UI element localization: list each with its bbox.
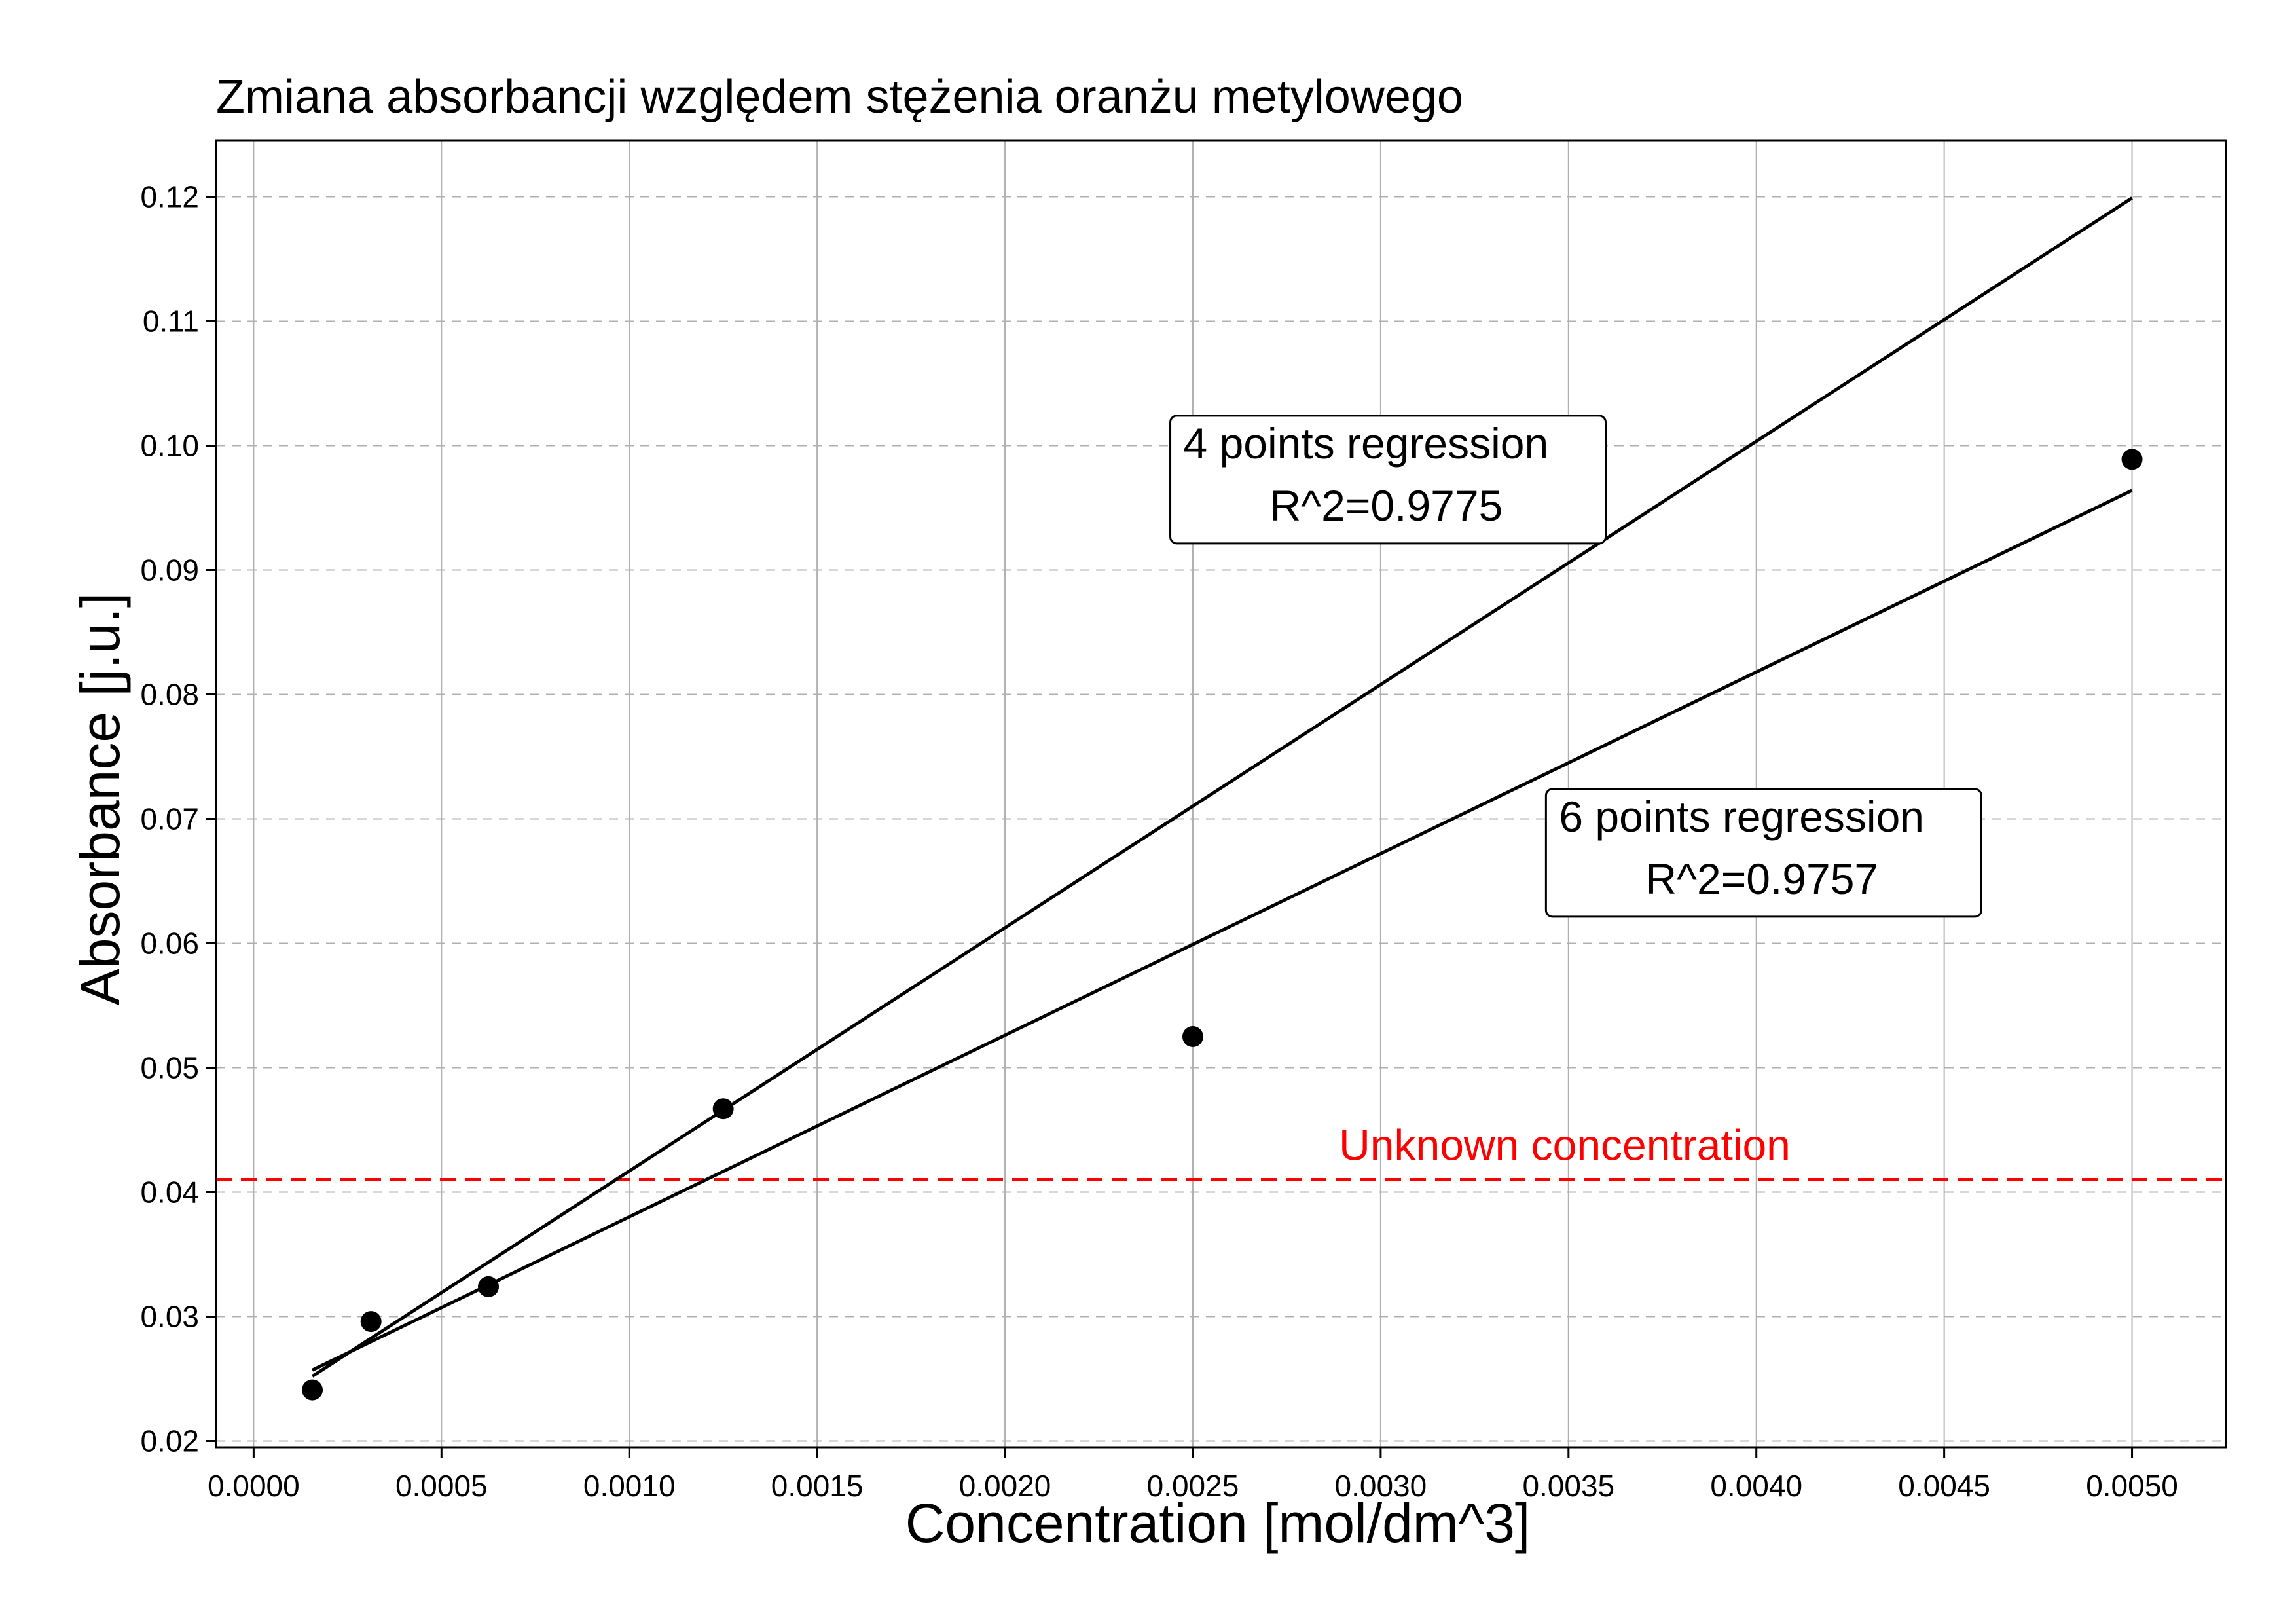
annotation-box: 6 points regression R^2=0.9757 (1544, 788, 1982, 918)
x-tick-label: 0.0030 (1335, 1469, 1427, 1503)
y-tick-label: 0.06 (140, 927, 199, 961)
unknown-concentration-label: Unknown concentration (1339, 1121, 1791, 1170)
data-point (478, 1276, 500, 1297)
x-axis: 0.0000 0.0005 0.0010 0.0015 0.0020 0.0025 0.00… (208, 1447, 2178, 1503)
y-tick-label: 0.05 (140, 1051, 199, 1085)
data-points (302, 449, 2143, 1401)
annotation-title: 6 points regression (1559, 792, 1924, 841)
x-tick-label: 0.0015 (771, 1469, 864, 1503)
y-tick-label: 0.10 (140, 429, 199, 463)
x-tick-label: 0.0045 (1898, 1469, 1990, 1503)
x-tick-label: 0.0035 (1522, 1469, 1614, 1503)
y-tick-label: 0.09 (140, 553, 199, 587)
y-tick-label: 0.08 (140, 678, 199, 712)
y-tick-label: 0.07 (140, 802, 199, 836)
y-tick-label: 0.11 (143, 304, 199, 339)
y-axis-label: Absorbance [j.u.] (69, 593, 131, 1005)
unknown-concentration-layer: Unknown concentration (216, 1121, 2226, 1181)
chart-title: Zmiana absorbancji względem stężenia ora… (216, 71, 1463, 123)
y-tick-label: 0.12 (140, 180, 199, 214)
plot-frame (215, 139, 2227, 1449)
annotation-r-squared: R^2=0.9757 (1645, 855, 1878, 903)
data-point (360, 1311, 382, 1333)
x-tick-label: 0.0000 (208, 1469, 300, 1503)
x-tick-label: 0.0010 (583, 1469, 676, 1503)
x-tick-label: 0.0050 (2086, 1469, 2178, 1503)
y-tick-label: 0.04 (140, 1175, 199, 1209)
y-tick-label: 0.03 (140, 1300, 199, 1334)
data-point (712, 1098, 734, 1120)
regression-line-6-points (311, 489, 2133, 1372)
annotation-frame (1544, 788, 1982, 918)
annotation-frame (1169, 415, 1607, 545)
x-tick-label: 0.0025 (1147, 1469, 1239, 1503)
x-tick-label: 0.0040 (1710, 1469, 1802, 1503)
x-tick-label: 0.0005 (395, 1469, 488, 1503)
annotation-box: 4 points regression R^2=0.9775 (1169, 415, 1607, 545)
data-point (2121, 449, 2143, 470)
x-tick-label: 0.0020 (959, 1469, 1051, 1503)
annotation-r-squared: R^2=0.9775 (1270, 481, 1503, 530)
annotation-title: 4 points regression (1184, 419, 1549, 468)
data-point (1182, 1026, 1203, 1047)
x-axis-label: Concentration [mol/dm^3] (905, 1492, 1531, 1554)
annotations: 4 points regression R^2=0.9775 6 points re… (1169, 415, 1982, 918)
data-point (302, 1379, 323, 1401)
y-tick-label: 0.02 (140, 1424, 199, 1458)
y-axis: 0.02 0.03 0.04 0.05 0.06 0.07 0.08 0.09 0.10 0.11… (140, 180, 216, 1458)
regression-lines (311, 196, 2133, 1378)
regression-line-4-points (311, 196, 2133, 1378)
